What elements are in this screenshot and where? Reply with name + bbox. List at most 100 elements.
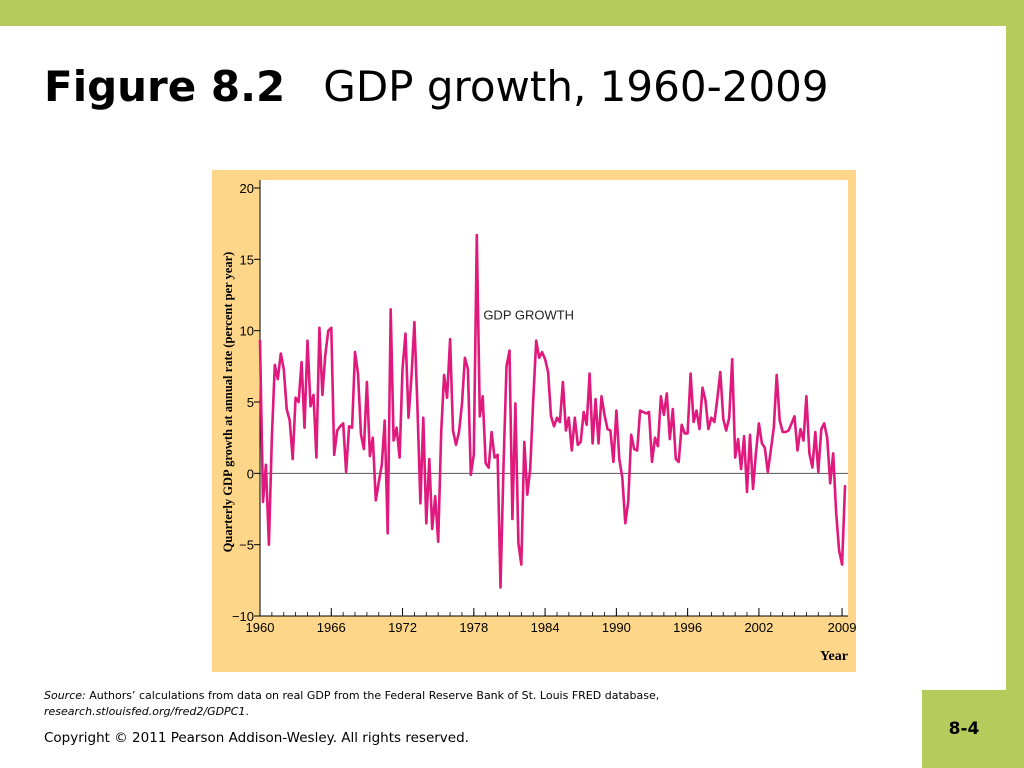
data-point [259, 340, 261, 342]
x-tick-label: 1996 [673, 620, 702, 635]
data-point [547, 371, 549, 373]
data-point [372, 437, 374, 439]
data-point [559, 421, 561, 423]
data-point [461, 404, 463, 406]
data-point [262, 501, 264, 503]
data-point [767, 471, 769, 473]
data-point [499, 586, 502, 589]
data-point [687, 432, 689, 434]
data-point [416, 405, 418, 407]
data-point [455, 444, 457, 446]
data-point [749, 434, 751, 436]
data-point [520, 564, 522, 566]
data-point [779, 419, 781, 422]
data-point [437, 541, 439, 543]
data-point [743, 435, 745, 437]
data-point [782, 431, 784, 433]
data-point [404, 332, 407, 335]
source-url-end: . [245, 705, 249, 718]
data-point [808, 452, 811, 454]
data-point [814, 431, 816, 433]
data-point [298, 401, 300, 403]
data-point [829, 482, 831, 484]
data-point [529, 468, 531, 470]
source-url: research.stlouisfed.org/fred2/GDPC1 [44, 705, 246, 718]
y-tick-label: 5 [247, 395, 254, 410]
data-point [491, 431, 493, 433]
data-point [832, 452, 834, 454]
data-point [603, 414, 606, 416]
data-point [609, 429, 611, 432]
data-point [663, 414, 665, 416]
data-point [796, 449, 799, 452]
page-number-box: 8-4 [922, 690, 1006, 768]
data-point [369, 455, 371, 457]
data-point [271, 435, 273, 437]
data-point [538, 357, 540, 359]
data-point [535, 340, 537, 342]
data-point [336, 429, 338, 432]
data-point [523, 441, 525, 443]
data-point [419, 502, 421, 504]
x-tick-label: 1960 [246, 620, 275, 635]
x-tick-label: 2009 [828, 620, 856, 635]
data-point [624, 522, 626, 524]
data-point [645, 412, 647, 414]
data-point [627, 501, 629, 503]
data-point [844, 485, 846, 487]
data-point [577, 444, 579, 446]
x-axis-label: Year [820, 649, 848, 664]
data-point [494, 457, 496, 459]
data-point [657, 445, 659, 447]
y-tick-label: −10 [232, 609, 254, 624]
data-point [318, 327, 320, 329]
data-point [366, 381, 368, 383]
data-point [354, 351, 356, 353]
source-text: Authors’ calculations from data on real … [89, 689, 660, 702]
data-point [704, 400, 707, 402]
data-point [443, 374, 445, 376]
x-tick-label: 1984 [531, 620, 560, 635]
data-point [642, 411, 644, 413]
data-point [562, 381, 564, 383]
chart-panel: −10 −5 0 5 10 15 20 1960 1966 1972 1978 1984 1990 19… [212, 170, 856, 672]
data-point [532, 400, 534, 402]
data-point [375, 499, 377, 501]
data-point [698, 428, 701, 430]
data-point [728, 417, 730, 419]
data-point [497, 454, 499, 456]
data-point [488, 467, 490, 469]
data-point [357, 372, 359, 375]
data-point [666, 392, 668, 394]
data-point [440, 431, 442, 433]
data-point [740, 468, 742, 470]
data-point [434, 495, 436, 497]
data-point [470, 474, 472, 476]
data-point [722, 418, 724, 420]
data-point [660, 395, 662, 397]
series-annotation: GDP GROWTH [483, 308, 574, 323]
data-point [731, 358, 733, 360]
data-point [351, 427, 353, 429]
plot-area [260, 180, 848, 616]
data-point [621, 477, 623, 479]
data-point [695, 410, 698, 412]
data-point [589, 372, 591, 375]
data-point [553, 425, 555, 427]
data-point [283, 368, 285, 370]
data-point [505, 365, 508, 367]
data-point [407, 417, 410, 419]
data-point [713, 421, 715, 423]
data-point [526, 494, 528, 496]
data-point [707, 428, 709, 430]
x-tick-label: 1966 [317, 620, 346, 635]
data-point [476, 234, 478, 236]
data-point [458, 431, 460, 433]
data-point [568, 417, 570, 419]
data-point [675, 458, 677, 460]
data-point [413, 321, 415, 323]
x-tick-label: 2002 [744, 620, 773, 635]
data-point [710, 417, 712, 419]
data-point [321, 394, 323, 396]
data-point [737, 438, 739, 440]
